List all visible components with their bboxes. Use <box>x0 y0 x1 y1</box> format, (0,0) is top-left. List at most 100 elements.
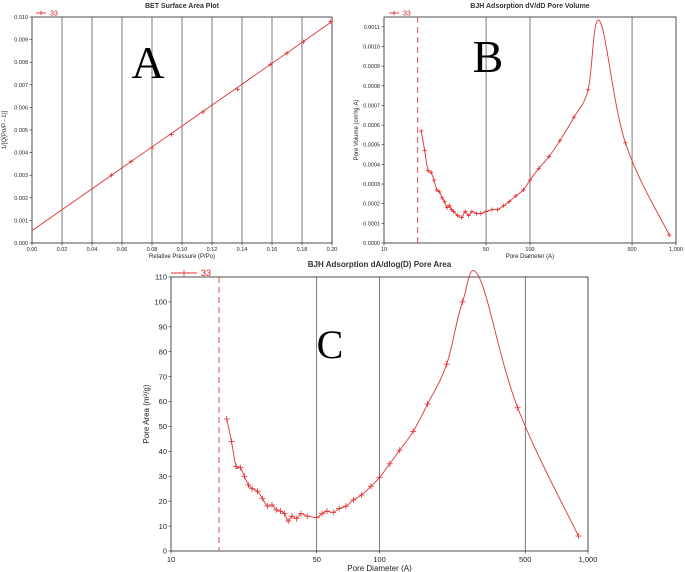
x-tick-label: 0.12 <box>207 247 218 253</box>
x-tick-label: 0.18 <box>297 247 308 253</box>
data-point-marker <box>463 209 468 214</box>
y-tick-label: 0.007 <box>14 83 28 89</box>
data-point-marker <box>459 215 464 220</box>
panel-letter: B <box>473 31 504 82</box>
data-point-marker <box>489 207 495 212</box>
data-point-marker <box>249 485 256 492</box>
data-point-marker <box>478 211 483 216</box>
data-point-marker <box>667 232 672 238</box>
legend-label: 33 <box>403 11 411 18</box>
y-tick-label: 0.003 <box>14 173 28 179</box>
data-point-marker <box>342 503 349 510</box>
chart-b: BJH Adsorption dV/dD Pore Volume 10 50 100 5… <box>354 3 683 260</box>
data-point-marker <box>585 87 591 92</box>
x-tick-label: 1,000 <box>669 247 683 253</box>
data-point-marker <box>149 145 155 151</box>
data-point-marker <box>109 173 114 178</box>
data-point-marker <box>358 491 365 498</box>
data-point-marker <box>557 138 563 144</box>
x-tick-label: 100 <box>373 555 386 564</box>
data-point-marker <box>466 213 471 218</box>
data-point-marker <box>328 19 333 24</box>
data-point-marker <box>424 401 431 408</box>
data-point-marker <box>376 474 383 481</box>
y-tick-label: 30 <box>159 472 167 481</box>
x-tick-label: 0.04 <box>87 247 98 253</box>
x-axis-label: Pore Diameter (A) <box>506 254 554 260</box>
y-tick-label: 0.0010 <box>363 44 380 50</box>
x-tick-label: 0.00 <box>27 247 38 253</box>
y-tick-label: 80 <box>159 347 167 356</box>
y-tick-label: 40 <box>159 447 167 456</box>
x-tick-label: 10 <box>381 247 387 253</box>
x-tick-label: 0.14 <box>237 247 248 253</box>
y-tick-label: 0.0004 <box>363 162 380 168</box>
data-point-marker <box>437 189 442 195</box>
data-point-marker <box>313 514 320 521</box>
data-point-marker <box>451 209 456 214</box>
data-point-marker <box>293 515 300 522</box>
y-tick-label: 0.000 <box>14 241 28 247</box>
data-point-marker <box>419 128 424 134</box>
data-point-marker <box>571 115 577 120</box>
data-point-marker <box>336 505 343 512</box>
data-point-marker <box>297 510 304 517</box>
panel-letter: A <box>131 37 164 88</box>
data-point-marker <box>442 199 447 204</box>
legend: 33 <box>389 11 411 18</box>
chart-title: BJH Adsorption dA/dlog(D) Pore Area <box>308 260 452 269</box>
data-point-marker <box>223 415 230 422</box>
data-point-marker <box>575 533 582 540</box>
data-point-marker <box>469 209 475 214</box>
chart-a: BET Surface Area Plot 0.00 0.02 0.04 0.06 0.0… <box>2 3 337 260</box>
data-point-marker <box>506 199 512 204</box>
y-tick-label: 0.0009 <box>363 64 380 70</box>
data-point-marker <box>284 50 290 56</box>
data-point-marker <box>386 460 393 467</box>
data-point-marker <box>443 361 450 368</box>
y-tick-label: 50 <box>159 422 167 431</box>
data-point-marker <box>527 177 533 183</box>
data-point-marker <box>434 187 440 193</box>
data-point-marker <box>483 209 489 214</box>
y-tick-label: 110 <box>155 273 167 282</box>
data-point-marker <box>514 404 521 411</box>
data-point-marker <box>428 170 434 175</box>
data-point-marker <box>288 513 295 520</box>
y-tick-label: 0.0002 <box>363 202 380 208</box>
y-tick-label: 90 <box>159 323 167 332</box>
y-axis-label: Pore Area (m²/g) <box>142 384 151 443</box>
x-tick-label: 500 <box>627 247 636 253</box>
chart-title: BET Surface Area Plot <box>145 3 220 10</box>
y-tick-label: 0.0006 <box>363 123 380 129</box>
x-tick-label: 10 <box>167 555 175 564</box>
data-point-marker <box>301 39 306 45</box>
data-point-marker <box>474 211 479 216</box>
data-point-marker <box>422 148 427 153</box>
panel-letter: C <box>317 322 344 367</box>
y-tick-label: 70 <box>159 372 167 381</box>
data-point-marker <box>323 508 330 515</box>
x-tick-label: 0.02 <box>57 247 68 253</box>
data-point-marker <box>447 203 452 208</box>
y-axis-label: Pore Volume (cm³/g·A) <box>354 99 360 160</box>
data-point-marker <box>304 513 311 520</box>
y-tick-label: 0.0011 <box>364 25 380 31</box>
data-point-marker <box>285 518 292 525</box>
chart-title: BJH Adsorption dV/dD Pore Volume <box>470 3 590 10</box>
legend: 33 <box>36 11 58 18</box>
legend-label: 33 <box>50 11 58 18</box>
y-tick-label: 0.0003 <box>363 182 380 188</box>
data-point-marker <box>396 447 403 454</box>
data-point-marker <box>367 483 374 490</box>
y-tick-label: 0.0000 <box>363 241 380 247</box>
y-tick-label: 20 <box>159 497 167 506</box>
y-tick-label: 0.0008 <box>363 84 380 90</box>
data-point-marker <box>410 428 417 435</box>
data-point-marker <box>521 187 526 193</box>
data-point-marker <box>330 509 337 516</box>
y-tick-label: 0 <box>163 547 167 556</box>
data-point-marker <box>439 195 445 200</box>
data-point-marker <box>350 496 357 503</box>
